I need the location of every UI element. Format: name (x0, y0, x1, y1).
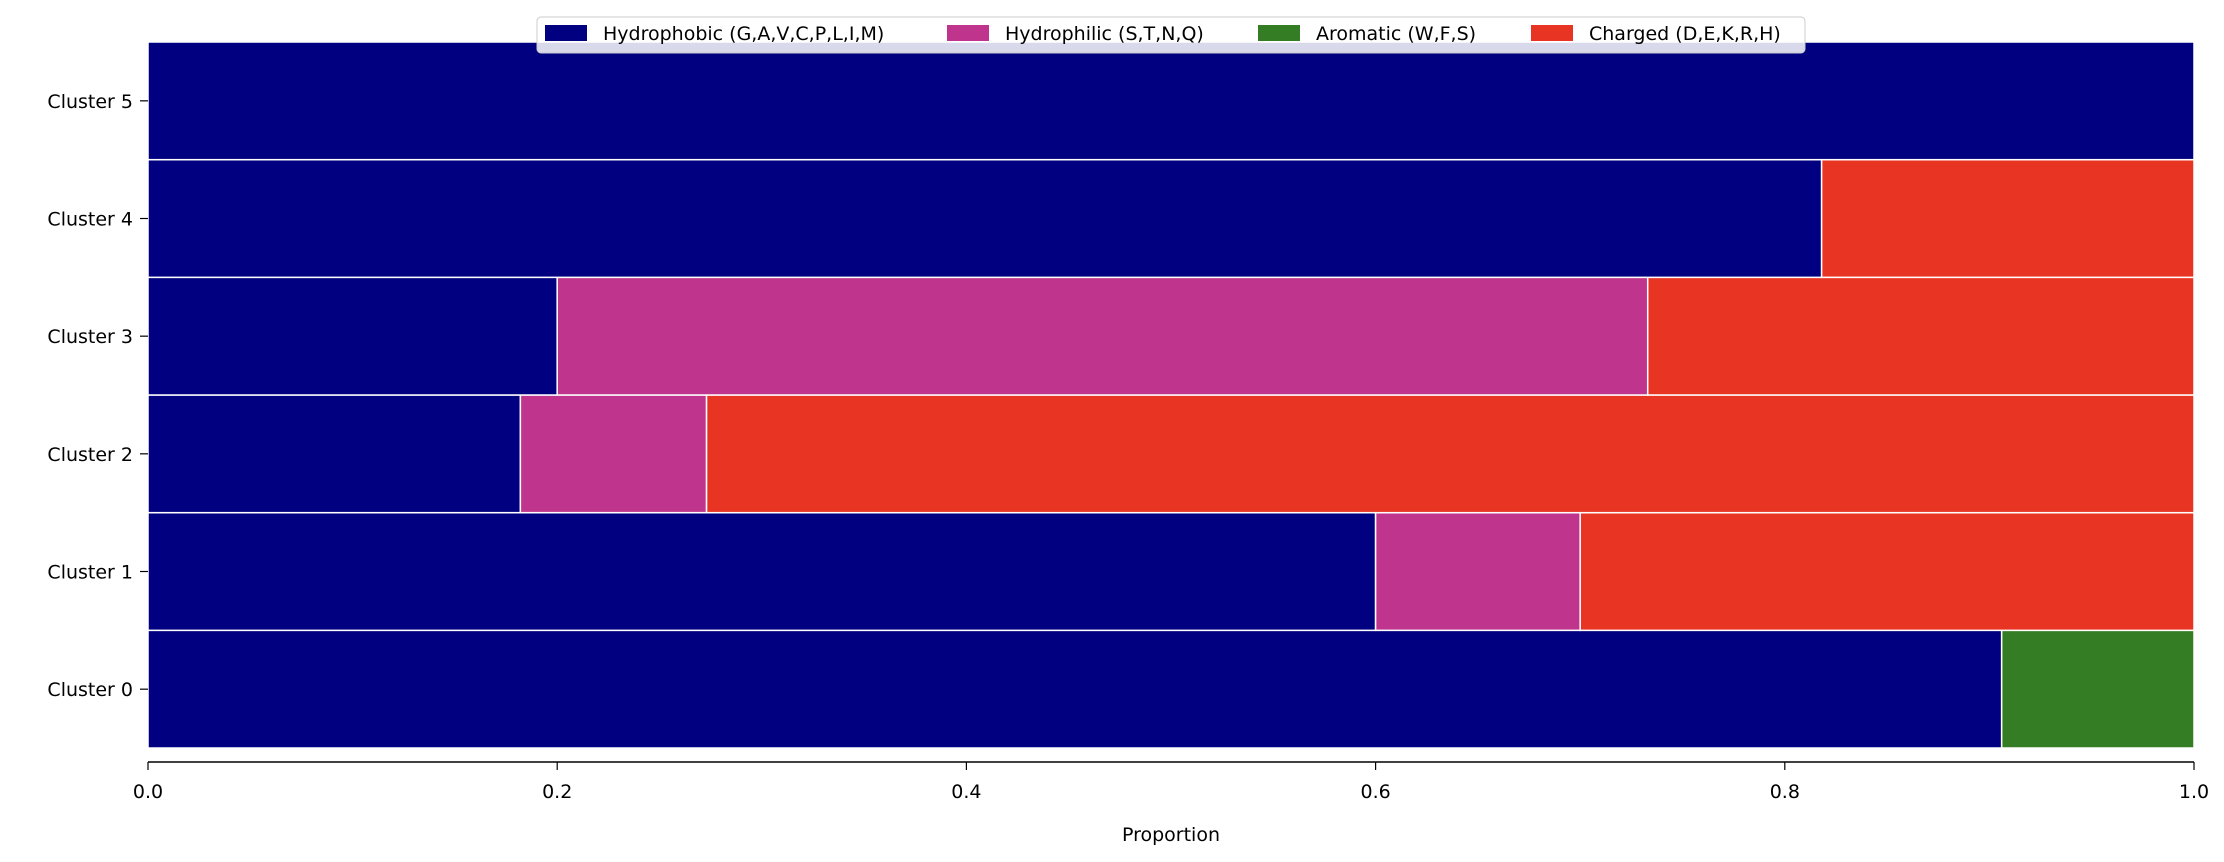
y-tick-label: Cluster 3 (47, 326, 133, 348)
legend-label-charged: Charged (D,E,K,R,H) (1589, 23, 1781, 45)
x-axis-label: Proportion (1122, 824, 1220, 846)
legend-swatch-aromatic (1258, 25, 1300, 41)
bar-segment-cluster-3-charged (1646, 276, 2195, 396)
y-tick-label: Cluster 5 (47, 91, 133, 113)
bar-segment-cluster-1-charged (1579, 511, 2195, 632)
bar-segment-cluster-2-hydrophobic (147, 394, 522, 514)
y-axis: Cluster 0 Cluster 1 Cluster 2 Cluster 3 Clus… (47, 91, 148, 701)
legend-box (536, 16, 1806, 54)
x-tick-label: 0.6 (1360, 781, 1390, 803)
legend: Hydrophobic (G,A,V,C,P,L,I,M) Hydrophilic… (536, 16, 1806, 54)
x-tick-label: 0.2 (542, 781, 572, 803)
bar-segment-cluster-3-hydrophilic (556, 276, 1649, 396)
bar-segment-cluster-2-hydrophilic (519, 394, 708, 514)
legend-swatch-hydrophobic (545, 25, 587, 41)
bar-segment-cluster-0-aromatic (2000, 629, 2195, 749)
bar-segment-cluster-3-hydrophobic (147, 276, 558, 396)
x-axis: 0.0 0.2 0.4 0.6 0.8 1.0 (133, 761, 2209, 803)
y-tick-label: Cluster 2 (47, 444, 133, 466)
x-tick-label: 1.0 (2179, 781, 2209, 803)
legend-label-hydrophilic: Hydrophilic (S,T,N,Q) (1005, 23, 1204, 45)
legend-swatch-hydrophilic (947, 25, 989, 41)
y-tick-label: Cluster 1 (47, 562, 133, 584)
bar-segment-cluster-0-hydrophobic (147, 629, 2003, 749)
x-tick-label: 0.0 (133, 781, 163, 803)
legend-label-hydrophobic: Hydrophobic (G,A,V,C,P,L,I,M) (603, 23, 884, 45)
bar-segment-cluster-2-charged (705, 394, 2195, 514)
bar-segment-cluster-1-hydrophilic (1374, 511, 1581, 632)
y-tick-label: Cluster 0 (47, 679, 133, 701)
bars-layer (147, 41, 2195, 749)
bar-segment-cluster-5-hydrophobic (147, 41, 2195, 161)
y-tick-label: Cluster 4 (47, 209, 133, 231)
x-tick-label: 0.8 (1770, 781, 1800, 803)
bar-segment-cluster-1-hydrophobic (147, 511, 1377, 632)
x-tick-label: 0.4 (951, 781, 981, 803)
bar-segment-cluster-4-hydrophobic (147, 158, 1823, 279)
legend-swatch-charged (1531, 25, 1573, 41)
legend-label-aromatic: Aromatic (W,F,S) (1316, 23, 1476, 45)
bar-segment-cluster-4-charged (1820, 158, 2195, 279)
